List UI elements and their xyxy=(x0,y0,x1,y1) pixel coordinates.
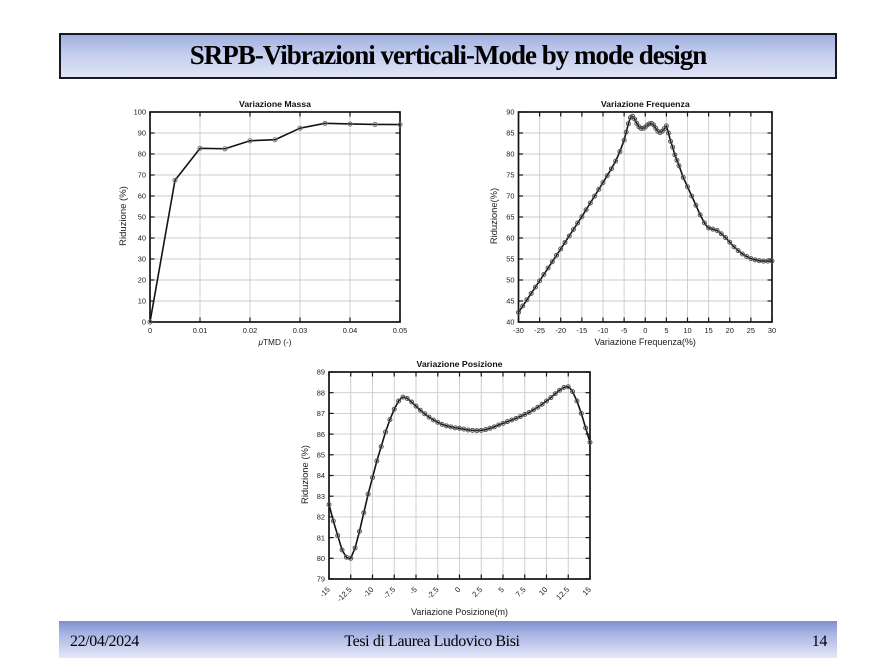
svg-text:0: 0 xyxy=(142,318,146,327)
svg-text:80: 80 xyxy=(506,150,514,159)
svg-text:10: 10 xyxy=(683,326,691,335)
svg-text:Variazione Frequenza: Variazione Frequenza xyxy=(601,99,690,109)
svg-text:15: 15 xyxy=(581,585,593,597)
svg-text:-5: -5 xyxy=(408,585,419,596)
svg-text:0: 0 xyxy=(643,326,647,335)
svg-text:Variazione Posizione(m): Variazione Posizione(m) xyxy=(411,607,508,617)
svg-text:-10: -10 xyxy=(598,326,609,335)
svg-text:50: 50 xyxy=(506,276,514,285)
svg-text:0.05: 0.05 xyxy=(393,326,407,335)
svg-text:85: 85 xyxy=(506,129,514,138)
svg-text:20: 20 xyxy=(138,276,146,285)
svg-text:Riduzione(%): Riduzione(%) xyxy=(488,188,499,244)
svg-text:90: 90 xyxy=(138,129,146,138)
svg-text:50: 50 xyxy=(138,213,146,222)
svg-text:Variazione Posizione: Variazione Posizione xyxy=(417,359,503,369)
svg-text:30: 30 xyxy=(768,326,776,335)
svg-text:87: 87 xyxy=(317,409,325,418)
svg-text:0: 0 xyxy=(148,326,152,335)
svg-text:88: 88 xyxy=(317,388,325,397)
svg-text:Variazione Massa: Variazione Massa xyxy=(239,99,311,109)
svg-text:30: 30 xyxy=(138,255,146,264)
svg-text:0.02: 0.02 xyxy=(243,326,257,335)
svg-text:15: 15 xyxy=(705,326,713,335)
svg-text:12.5: 12.5 xyxy=(554,585,571,602)
svg-text:0.01: 0.01 xyxy=(193,326,207,335)
svg-text:86: 86 xyxy=(317,430,325,439)
svg-text:60: 60 xyxy=(506,234,514,243)
svg-text:2.5: 2.5 xyxy=(470,585,484,599)
svg-text:10: 10 xyxy=(138,297,146,306)
svg-text:80: 80 xyxy=(138,150,146,159)
svg-text:89: 89 xyxy=(317,368,325,377)
svg-text:-20: -20 xyxy=(555,326,566,335)
svg-text:-5: -5 xyxy=(621,326,628,335)
svg-text:55: 55 xyxy=(506,255,514,264)
svg-text:5: 5 xyxy=(664,326,668,335)
svg-text:0.04: 0.04 xyxy=(343,326,357,335)
svg-text:-12.5: -12.5 xyxy=(335,585,354,604)
svg-text:79: 79 xyxy=(317,575,325,584)
svg-text:60: 60 xyxy=(138,192,146,201)
svg-text:-15: -15 xyxy=(318,585,332,599)
svg-text:82: 82 xyxy=(317,513,325,522)
svg-text:10: 10 xyxy=(537,585,549,597)
svg-text:84: 84 xyxy=(317,471,325,480)
svg-text:40: 40 xyxy=(138,234,146,243)
svg-text:25: 25 xyxy=(747,326,755,335)
svg-text:81: 81 xyxy=(317,533,325,542)
svg-text:Variazione Frequenza(%): Variazione Frequenza(%) xyxy=(595,337,696,347)
svg-text:7.5: 7.5 xyxy=(514,585,528,599)
svg-text:-7.5: -7.5 xyxy=(382,585,398,601)
svg-text:-10: -10 xyxy=(361,585,375,599)
svg-text:0.03: 0.03 xyxy=(293,326,307,335)
svg-text:70: 70 xyxy=(506,192,514,201)
svg-text:μTMD (-): μTMD (-) xyxy=(257,337,291,347)
svg-text:45: 45 xyxy=(506,297,514,306)
svg-text:83: 83 xyxy=(317,492,325,501)
svg-text:-15: -15 xyxy=(577,326,588,335)
svg-text:-2.5: -2.5 xyxy=(425,585,441,601)
svg-text:Riduzione (%): Riduzione (%) xyxy=(118,186,129,246)
svg-text:5: 5 xyxy=(497,585,506,594)
svg-text:20: 20 xyxy=(726,326,734,335)
svg-text:100: 100 xyxy=(134,108,146,117)
svg-text:40: 40 xyxy=(506,318,514,327)
svg-text:75: 75 xyxy=(506,171,514,180)
svg-text:Riduzione (%): Riduzione (%) xyxy=(299,445,310,504)
svg-text:85: 85 xyxy=(317,451,325,460)
svg-text:-30: -30 xyxy=(513,326,524,335)
svg-text:65: 65 xyxy=(506,213,514,222)
svg-text:70: 70 xyxy=(138,171,146,180)
svg-text:90: 90 xyxy=(506,108,514,117)
svg-text:0: 0 xyxy=(453,585,462,594)
svg-text:80: 80 xyxy=(317,554,325,563)
svg-text:-25: -25 xyxy=(534,326,545,335)
